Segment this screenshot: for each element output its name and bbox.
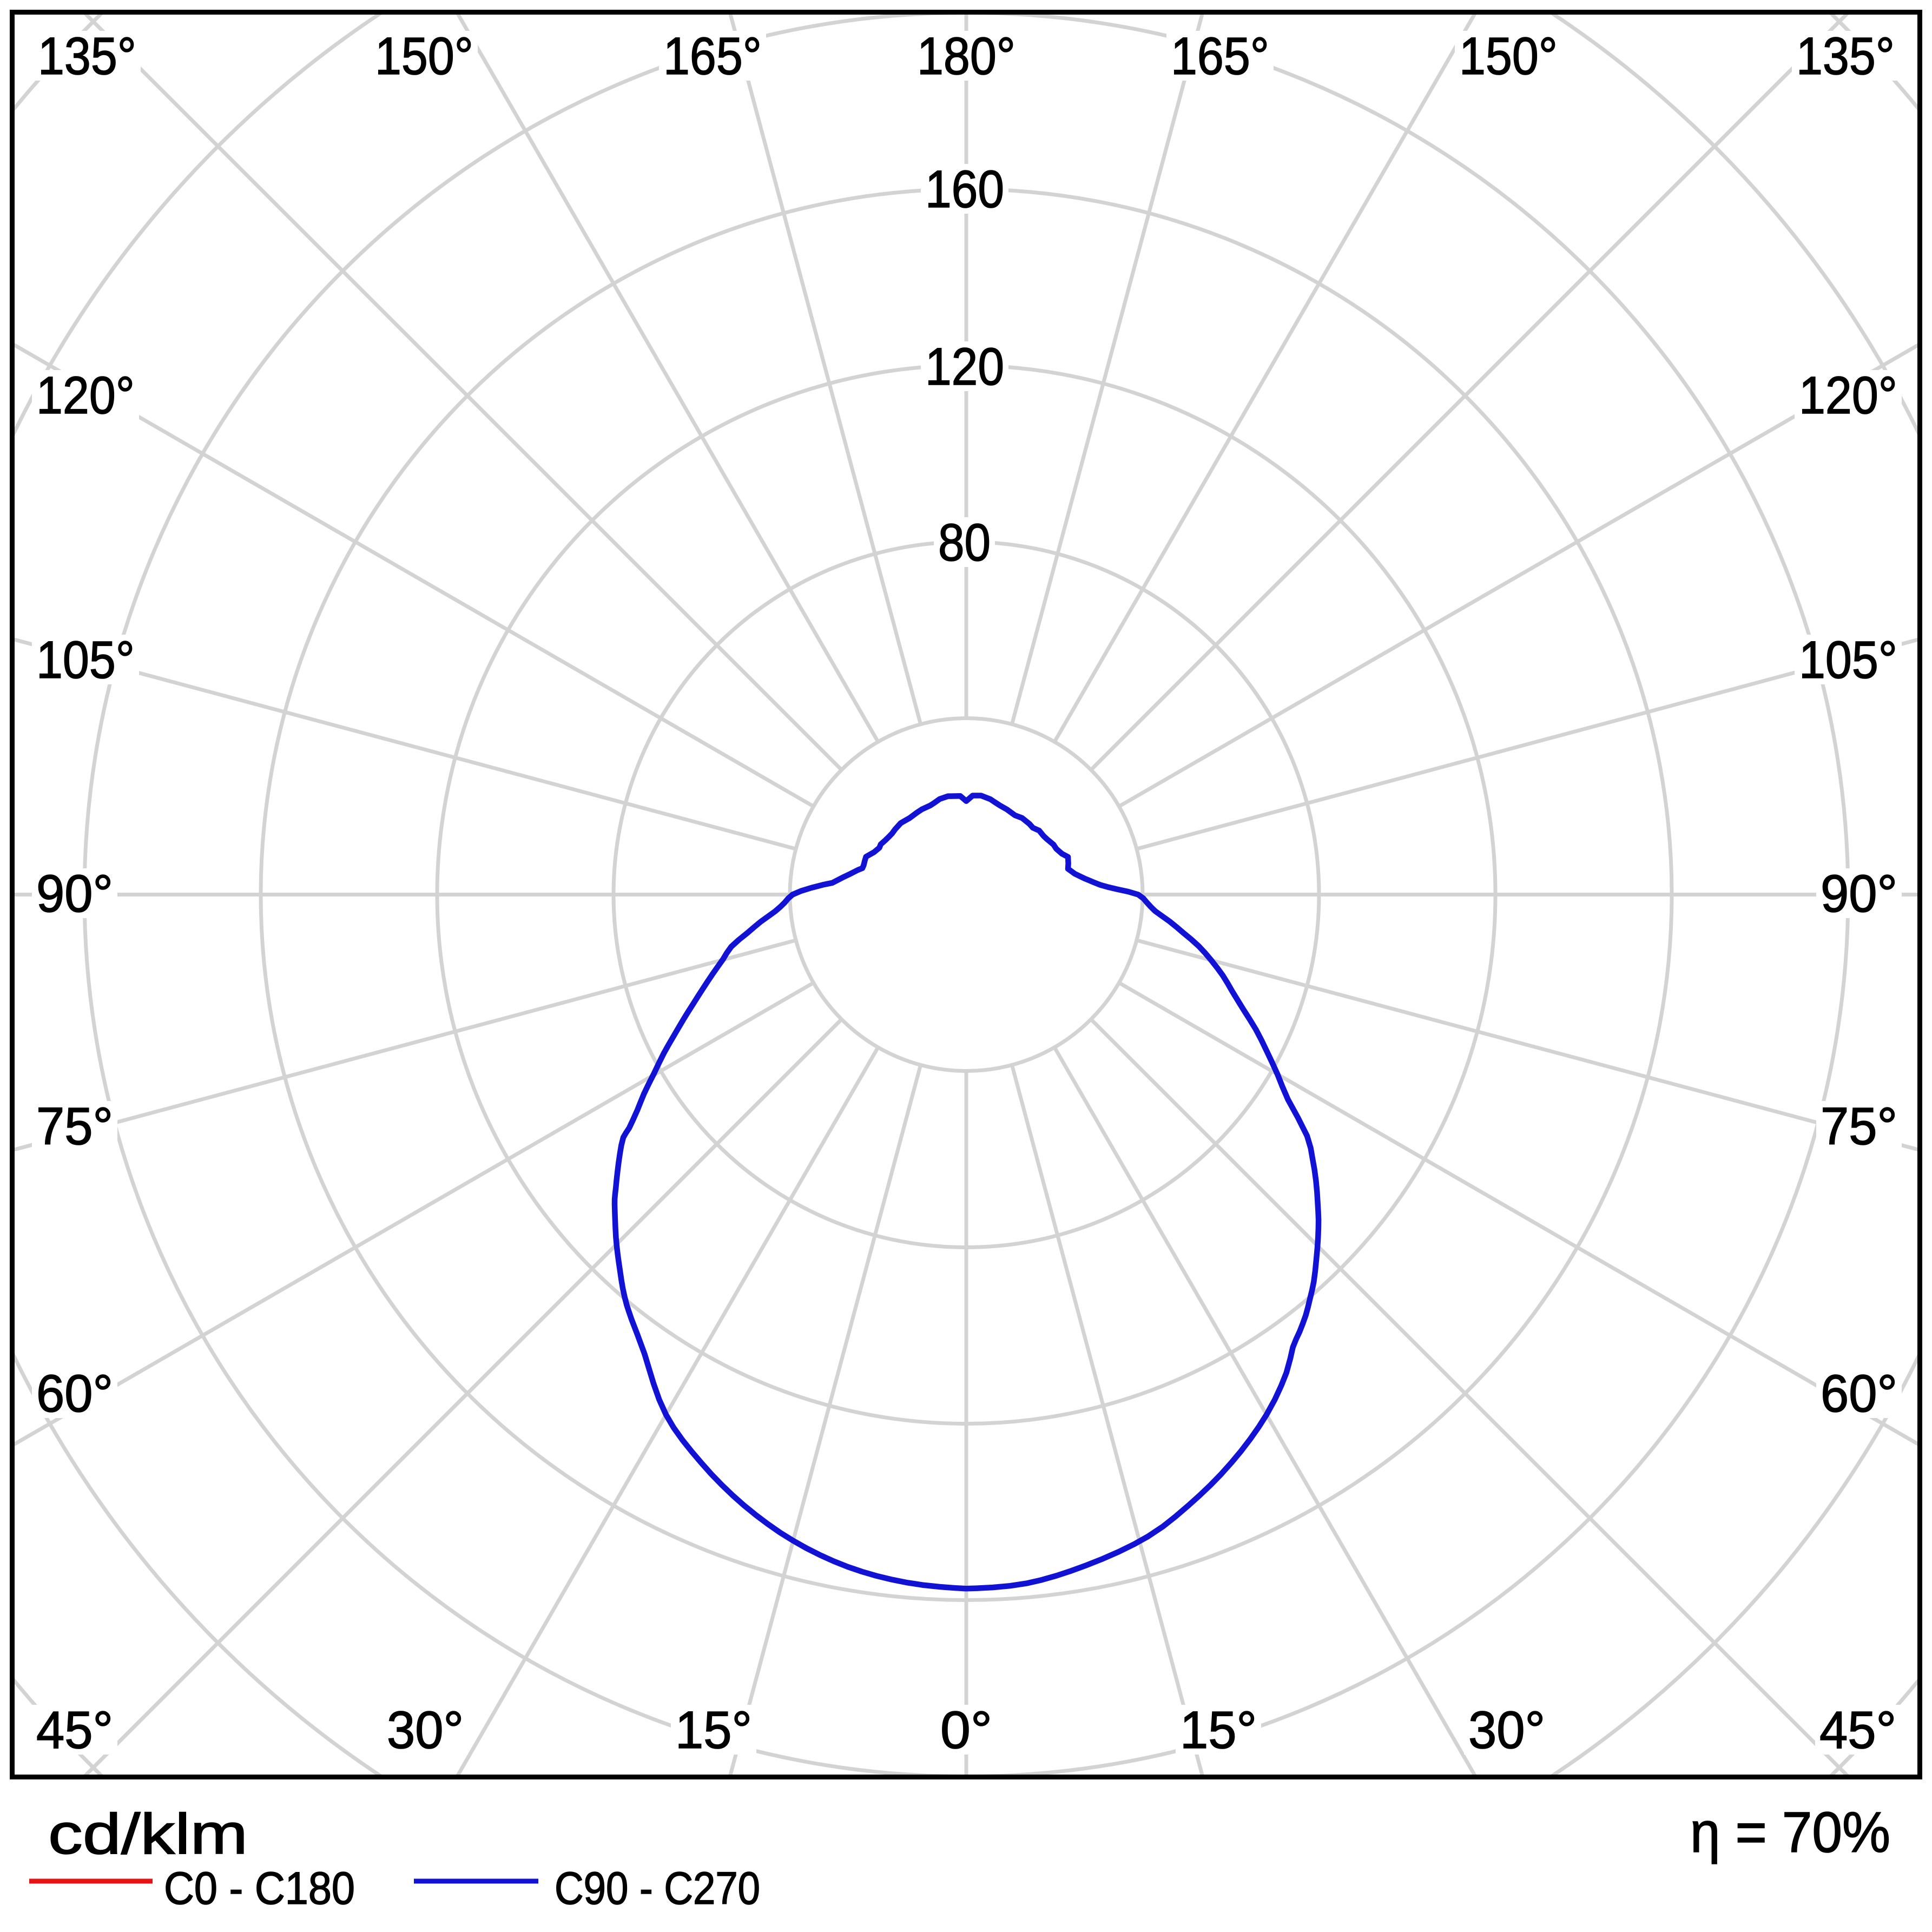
svg-text:15°: 15° [675, 1700, 752, 1759]
svg-text:80: 80 [938, 513, 991, 572]
svg-text:45°: 45° [1819, 1700, 1896, 1759]
svg-text:90°: 90° [1821, 864, 1897, 923]
svg-text:165°: 165° [663, 27, 762, 85]
svg-text:15°: 15° [1180, 1700, 1257, 1759]
svg-text:60°: 60° [1821, 1364, 1897, 1423]
svg-text:75°: 75° [36, 1097, 113, 1156]
svg-text:120: 120 [925, 337, 1004, 396]
svg-text:120°: 120° [36, 366, 135, 425]
svg-text:η = 70%: η = 70% [1690, 1801, 1890, 1864]
svg-text:150°: 150° [1459, 27, 1558, 85]
svg-text:30°: 30° [1468, 1700, 1545, 1759]
svg-text:135°: 135° [38, 27, 136, 85]
svg-text:75°: 75° [1821, 1097, 1897, 1156]
svg-text:60°: 60° [36, 1364, 113, 1423]
svg-text:90°: 90° [36, 864, 113, 923]
svg-text:135°: 135° [1796, 27, 1895, 85]
svg-text:C90 - C270: C90 - C270 [555, 1863, 760, 1914]
svg-text:105°: 105° [1799, 630, 1897, 689]
svg-text:105°: 105° [36, 630, 135, 689]
svg-text:120°: 120° [1799, 366, 1897, 425]
svg-text:150°: 150° [375, 27, 473, 85]
svg-text:45°: 45° [36, 1700, 113, 1759]
svg-text:160: 160 [925, 160, 1004, 219]
svg-text:cd/klm: cd/klm [48, 1802, 248, 1866]
svg-text:165°: 165° [1171, 27, 1269, 85]
svg-text:180°: 180° [917, 27, 1016, 85]
svg-text:30°: 30° [387, 1700, 464, 1759]
svg-text:C0 - C180: C0 - C180 [164, 1863, 355, 1914]
svg-text:0°: 0° [940, 1700, 992, 1759]
